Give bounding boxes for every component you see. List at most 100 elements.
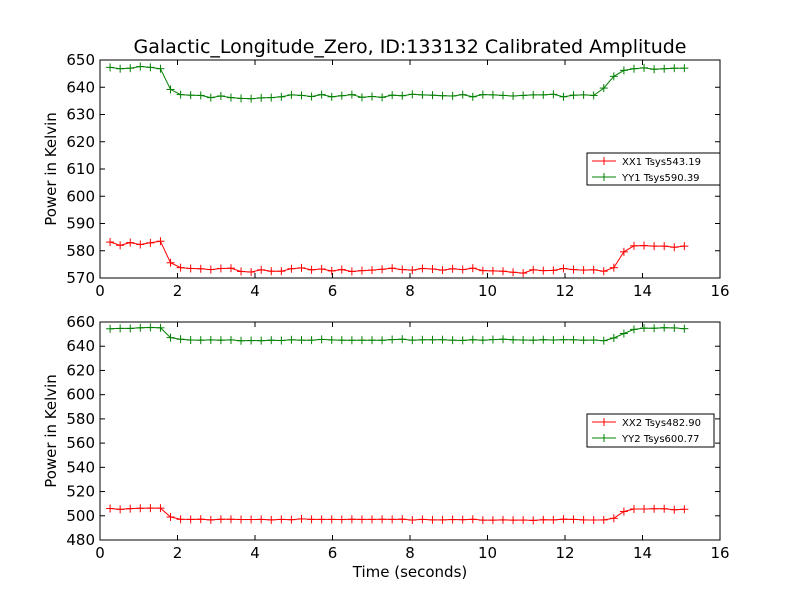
data-point xyxy=(307,265,316,274)
data-point xyxy=(206,335,215,344)
data-point xyxy=(136,323,145,332)
series-line-red xyxy=(110,507,685,521)
data-point xyxy=(458,265,467,274)
data-point xyxy=(357,93,366,102)
data-point xyxy=(297,336,306,345)
x-tick-label: 8 xyxy=(405,282,415,300)
x-tick-label: 12 xyxy=(555,544,574,562)
x-tick-label: 8 xyxy=(405,544,415,562)
y-tick-label: 570 xyxy=(66,269,95,287)
data-point xyxy=(549,266,558,275)
data-point xyxy=(660,504,669,513)
data-point xyxy=(297,91,306,100)
data-point xyxy=(408,90,417,99)
data-point xyxy=(116,64,125,73)
data-point xyxy=(116,241,125,250)
data-point xyxy=(428,515,437,524)
data-point xyxy=(317,515,326,524)
data-point xyxy=(539,266,548,275)
data-point xyxy=(640,324,649,333)
data-point xyxy=(418,335,427,344)
data-point xyxy=(136,240,145,249)
x-tick-label: 4 xyxy=(250,282,260,300)
data-point xyxy=(347,267,356,276)
data-point xyxy=(408,336,417,345)
data-point xyxy=(589,516,598,525)
data-point xyxy=(680,64,689,73)
data-point xyxy=(519,91,528,100)
x-tick-label: 12 xyxy=(555,282,574,300)
data-point xyxy=(257,93,266,102)
data-point xyxy=(257,265,266,274)
data-point xyxy=(609,333,618,342)
data-point xyxy=(106,324,115,333)
chart-title: Galactic_Longitude_Zero, ID:133132 Calib… xyxy=(133,36,686,58)
data-point xyxy=(277,515,286,524)
data-point xyxy=(106,504,115,513)
data-point xyxy=(287,264,296,273)
x-tick-label: 2 xyxy=(173,282,183,300)
y-tick-label: 610 xyxy=(66,160,95,178)
y-tick-label: 620 xyxy=(66,361,95,379)
data-point xyxy=(599,336,608,345)
x-axis-label: Time (seconds) xyxy=(352,563,468,581)
data-point xyxy=(589,265,598,274)
data-point xyxy=(267,336,276,345)
data-point xyxy=(549,90,558,99)
y-tick-label: 500 xyxy=(66,507,95,525)
y-tick-label: 640 xyxy=(66,337,95,355)
data-point xyxy=(458,336,467,345)
data-point xyxy=(619,507,628,516)
data-point xyxy=(640,241,649,250)
data-point xyxy=(509,91,518,100)
data-point xyxy=(468,92,477,101)
data-point xyxy=(237,267,246,276)
data-point xyxy=(539,335,548,344)
data-point xyxy=(287,515,296,524)
data-point xyxy=(499,267,507,276)
data-point xyxy=(146,504,155,513)
data-point xyxy=(650,324,659,333)
legend-entry-label: YY2 Tsys600.77 xyxy=(621,434,700,445)
data-point xyxy=(529,265,538,274)
data-point xyxy=(226,264,235,273)
y-tick-label: 480 xyxy=(66,531,95,549)
data-point xyxy=(398,515,407,524)
data-point xyxy=(549,515,558,524)
data-point xyxy=(327,92,336,101)
data-point xyxy=(307,336,316,345)
legend-entry-label: YY1 Tsys590.39 xyxy=(621,173,700,184)
y-tick-label: 580 xyxy=(66,410,95,428)
data-point xyxy=(478,90,487,99)
data-point xyxy=(569,335,578,344)
data-point xyxy=(589,91,598,100)
data-point xyxy=(478,266,487,275)
data-point xyxy=(237,336,246,345)
x-tick-label: 0 xyxy=(95,282,105,300)
y-tick-label: 630 xyxy=(66,106,95,124)
data-point xyxy=(438,335,447,344)
y-tick-label: 580 xyxy=(66,242,95,260)
data-point xyxy=(660,323,669,332)
data-point xyxy=(398,91,407,100)
data-point xyxy=(388,515,397,524)
data-point xyxy=(247,515,256,524)
data-point xyxy=(277,267,286,276)
data-point xyxy=(337,515,346,524)
data-point xyxy=(529,336,538,345)
data-point xyxy=(680,242,689,251)
data-point xyxy=(337,91,346,100)
data-point xyxy=(186,336,195,345)
data-point xyxy=(307,92,316,101)
data-point xyxy=(569,91,578,100)
axes-frame xyxy=(99,321,721,541)
data-point xyxy=(317,90,326,99)
x-tick-label: 16 xyxy=(710,544,729,562)
data-point xyxy=(670,323,679,332)
y-axis-label: Power in Kelvin xyxy=(42,112,60,226)
y-tick-label: 590 xyxy=(66,215,95,233)
data-point xyxy=(660,64,669,73)
data-point xyxy=(579,90,588,99)
data-point xyxy=(629,241,638,250)
